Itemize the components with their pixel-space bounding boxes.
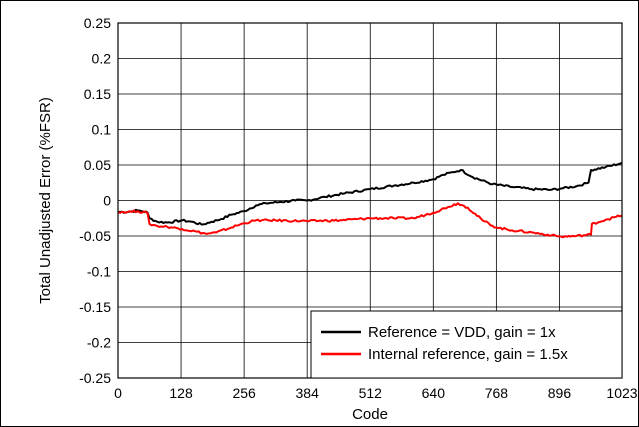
y-tick-label: -0.1 bbox=[87, 264, 111, 280]
y-tick-label: 0.25 bbox=[84, 15, 111, 31]
y-tick-label: 0.05 bbox=[84, 157, 111, 173]
x-tick-label: 768 bbox=[485, 385, 509, 401]
y-tick-label: -0.05 bbox=[79, 228, 111, 244]
legend-label: Reference = VDD, gain = 1x bbox=[368, 324, 556, 341]
y-tick-label: -0.25 bbox=[79, 370, 111, 386]
x-tick-label: 640 bbox=[422, 385, 446, 401]
series-lines bbox=[117, 161, 623, 239]
y-tick-label: -0.15 bbox=[79, 299, 111, 315]
y-tick-label: 0.2 bbox=[92, 51, 112, 67]
x-tick-labels: 0 128 256 384 512 640 768 896 1023 bbox=[114, 385, 638, 401]
x-tick-label: 1023 bbox=[606, 385, 637, 401]
y-tick-label: -0.2 bbox=[87, 335, 111, 351]
x-tick-label: 0 bbox=[114, 385, 122, 401]
x-axis-label: Code bbox=[352, 406, 388, 423]
legend: Reference = VDD, gain = 1x Internal refer… bbox=[310, 310, 623, 379]
y-tick-label: 0.15 bbox=[84, 86, 111, 102]
series-line-1 bbox=[118, 161, 623, 226]
x-tick-label: 896 bbox=[548, 385, 572, 401]
y-tick-label: 0.1 bbox=[92, 122, 112, 138]
x-tick-label: 384 bbox=[296, 385, 320, 401]
x-tick-label: 256 bbox=[232, 385, 256, 401]
legend-label: Internal reference, gain = 1.5x bbox=[368, 346, 568, 363]
y-axis-label: Total Unadjusted Error (%FSR) bbox=[37, 97, 54, 304]
y-tick-label: 0 bbox=[103, 193, 111, 209]
legend-box bbox=[310, 310, 623, 379]
y-tick-labels: 0.25 0.2 0.15 0.1 0.05 0 -0.05 -0.1 -0.15 -0.2 -0.… bbox=[79, 15, 111, 386]
series-line-2 bbox=[117, 202, 623, 239]
x-tick-label: 128 bbox=[169, 385, 193, 401]
x-tick-label: 512 bbox=[359, 385, 383, 401]
